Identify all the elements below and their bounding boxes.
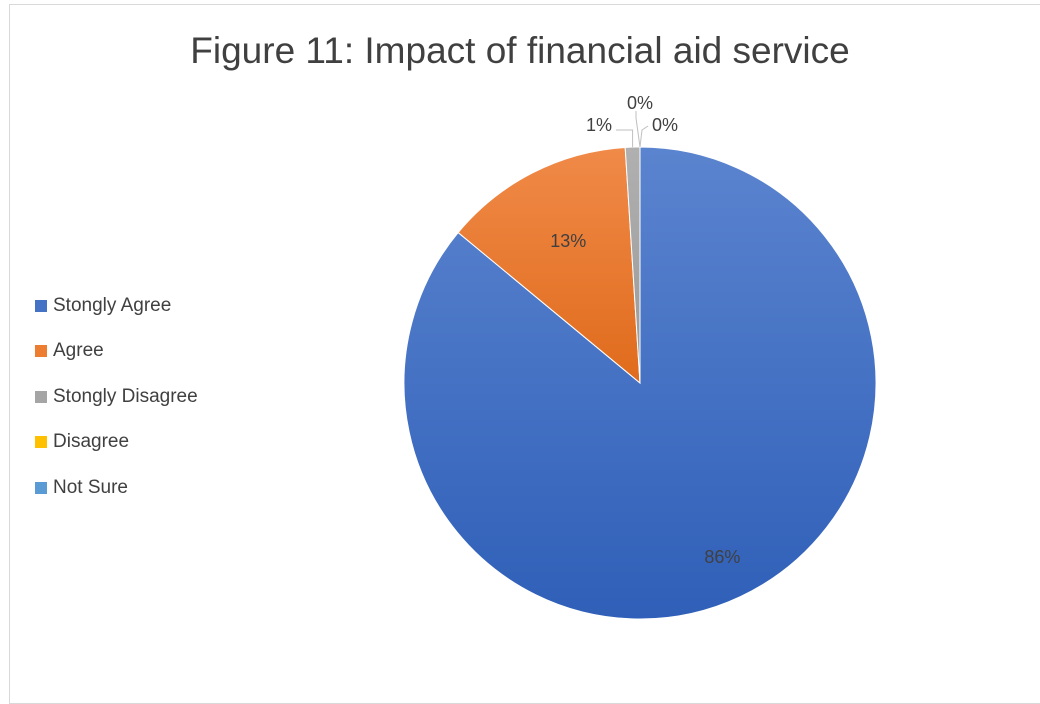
legend-swatch-disagree — [35, 436, 47, 449]
legend-item-strongly-agree: Stongly Agree — [35, 283, 198, 329]
legend-item-agree: Agree — [35, 329, 198, 375]
data-label-stongly-agree: 86% — [704, 547, 740, 567]
leader-line-not-sure — [639, 125, 649, 148]
legend-swatch-agree — [35, 345, 47, 358]
legend-label-strongly-agree: Stongly Agree — [53, 294, 172, 316]
legend-label-disagree: Disagree — [53, 431, 130, 453]
data-label-not-sure: 0% — [652, 115, 678, 135]
legend-swatch-strongly-agree — [35, 299, 47, 312]
legend-swatch-strongly-disagree — [35, 390, 47, 403]
data-label-stongly-disagree: 1% — [586, 115, 612, 135]
legend-label-strongly-disagree: Stongly Disagree — [53, 385, 198, 407]
legend-item-not-sure: Not Sure — [35, 465, 198, 511]
legend-label-not-sure: Not Sure — [53, 476, 128, 498]
legend-swatch-not-sure — [35, 481, 47, 494]
data-label-agree: 13% — [550, 231, 586, 251]
data-label-disagree: 0% — [627, 93, 653, 113]
pie-slice-agree — [457, 146, 641, 385]
leader-line-stongly-disagree — [616, 129, 634, 148]
pie-chart: 86% 13% 1% 0%0% — [403, 93, 877, 620]
legend-label-agree: Agree — [53, 340, 104, 362]
legend-item-strongly-disagree: Stongly Disagree — [35, 374, 198, 420]
chart-legend: Stongly Agree Agree Stongly Disagree Dis… — [35, 283, 198, 511]
leader-line-disagree — [635, 111, 641, 148]
legend-item-disagree: Disagree — [35, 420, 198, 466]
chart-title: Figure 11: Impact of financial aid servi… — [190, 30, 850, 71]
